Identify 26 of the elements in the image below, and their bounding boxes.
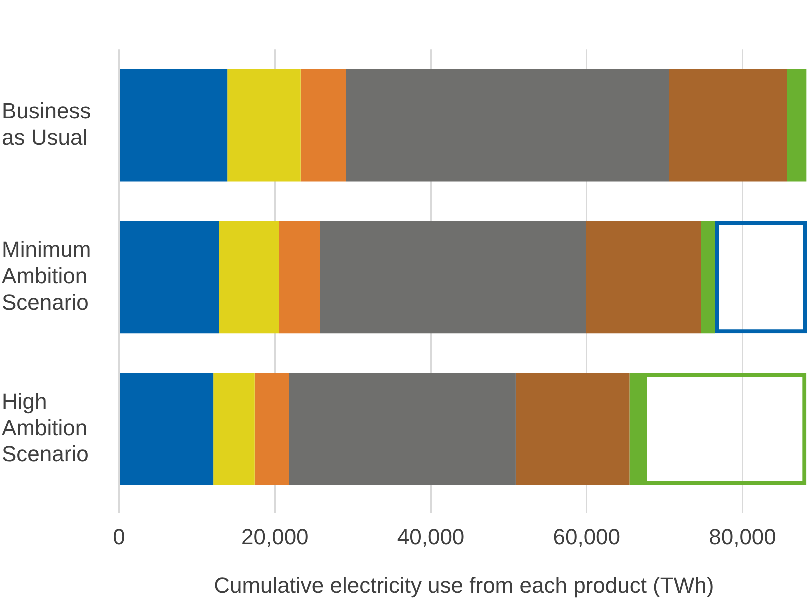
x-tick-label: 60,000: [553, 524, 621, 550]
bar: [669, 69, 788, 182]
bar: [516, 373, 630, 486]
bar: [346, 69, 670, 182]
bar: [120, 221, 220, 334]
bar: [279, 221, 320, 334]
bar: [701, 221, 716, 334]
bar: [254, 373, 290, 486]
bar: [300, 69, 346, 182]
bar: [320, 221, 586, 334]
y-tick-label: Minimum Ambition Scenario: [2, 237, 92, 315]
x-tick-label: 0: [113, 524, 126, 550]
bar: [120, 373, 214, 486]
bar: [586, 221, 702, 334]
x-tick-label: 20,000: [241, 524, 309, 550]
y-tick-label: Business as Usual: [2, 98, 92, 150]
bar: [120, 69, 228, 182]
bar: [787, 69, 807, 182]
x-axis-title: Cumulative electricity use from each product (TWh): [214, 572, 714, 598]
bar: [219, 221, 280, 334]
y-tick-label: High Ambition Scenario: [2, 388, 89, 467]
bar: [214, 373, 255, 486]
x-tick-label: 80,000: [709, 524, 776, 550]
bar: [289, 373, 516, 486]
bar: [228, 69, 301, 182]
x-tick-label: 40,000: [397, 524, 465, 550]
